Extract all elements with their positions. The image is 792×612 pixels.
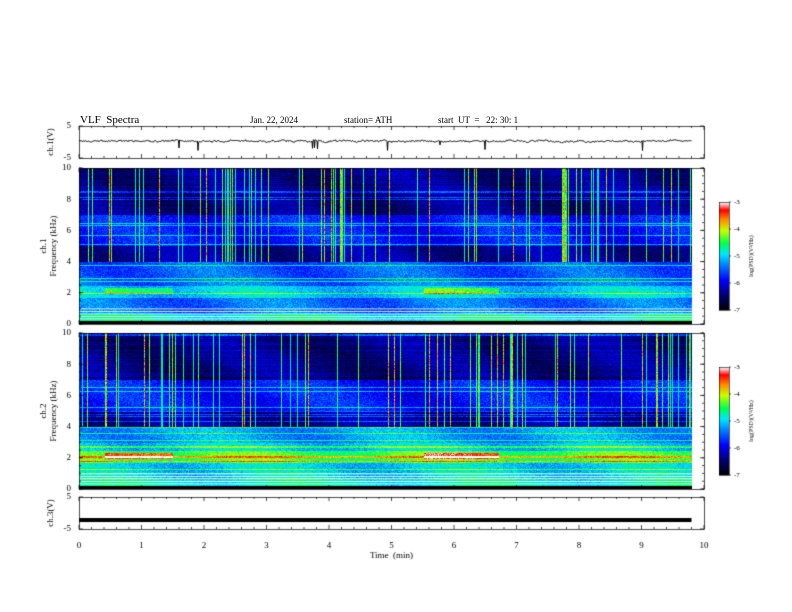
date-label: Jan. 22, 2024 [250, 115, 298, 125]
chart-title: VLF Spectra [80, 114, 140, 126]
start-time-label: start UT = 22: 30: 1 [438, 115, 519, 125]
station-label: station= ATH [344, 115, 393, 125]
